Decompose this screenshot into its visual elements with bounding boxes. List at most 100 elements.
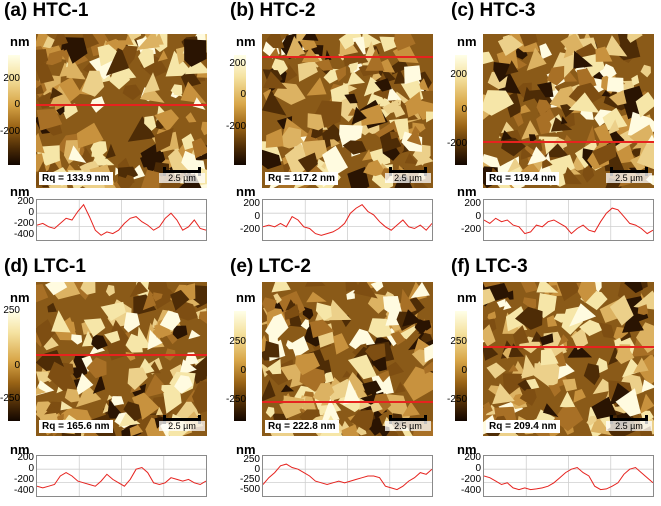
panel-ltc-2: (e) LTC-2 nm 250 0 -250 Rq = 222.8 nm 2.…: [226, 256, 440, 506]
profile-line: [262, 56, 433, 58]
grain: [404, 153, 418, 165]
grain: [147, 329, 163, 350]
grain: [271, 282, 291, 293]
unit-label: nm: [236, 34, 256, 49]
scale-label: 2.5 µm: [159, 173, 205, 183]
grain: [329, 139, 340, 148]
grain: [493, 62, 514, 83]
grain: [343, 379, 360, 405]
grain: [140, 152, 158, 168]
grain: [192, 380, 207, 414]
grain: [402, 309, 422, 327]
grain: [76, 122, 104, 149]
grain: [129, 282, 149, 298]
grain: [184, 57, 207, 75]
grain: [353, 282, 378, 299]
color-scale-bar: [455, 311, 467, 421]
grain: [483, 346, 499, 361]
scale-label: 2.5 µm: [385, 173, 431, 183]
grain: [390, 331, 406, 346]
panel-ltc-3: (f) LTC-3 nm 250 0 -250 Rq = 209.4 nm 2.…: [447, 256, 661, 506]
grain: [624, 282, 643, 294]
rq-label: Rq = 165.6 nm: [39, 420, 113, 433]
grain: [586, 415, 597, 426]
profile-label: 200: [243, 198, 260, 209]
height-profile: [36, 199, 207, 241]
profile-label: -200: [13, 218, 34, 229]
grain: [507, 378, 518, 387]
grain: [539, 333, 554, 346]
scale-bar: 2.5 µm: [385, 167, 431, 184]
grain: [36, 49, 49, 68]
grain: [105, 284, 115, 297]
grain: [322, 145, 348, 179]
grain: [335, 66, 346, 82]
grain: [286, 44, 305, 59]
profile-line: [262, 401, 433, 403]
grain: [413, 338, 432, 353]
grain: [154, 127, 174, 153]
grain: [264, 340, 280, 358]
grain: [537, 81, 554, 98]
grain: [265, 34, 285, 49]
profile-plot: [484, 456, 653, 496]
grain: [426, 111, 433, 123]
grain: [123, 401, 142, 422]
grain: [143, 72, 160, 94]
grain: [415, 151, 433, 167]
grain: [543, 143, 571, 158]
grain: [46, 122, 63, 136]
profile-line: [36, 354, 207, 356]
grain: [56, 106, 65, 116]
grain: [284, 63, 298, 84]
grain: [295, 352, 320, 376]
grain: [421, 320, 432, 331]
grain: [325, 49, 332, 60]
grain: [483, 51, 494, 65]
grain: [71, 334, 83, 345]
grain: [184, 39, 207, 67]
cbar-label: -200: [447, 138, 468, 149]
grain: [592, 141, 617, 166]
grain: [557, 334, 569, 348]
cbar-label: 250: [3, 305, 20, 316]
grain: [36, 108, 63, 131]
grain: [333, 333, 349, 355]
grain: [526, 47, 547, 71]
grain: [138, 47, 155, 69]
grain: [195, 355, 207, 379]
grain: [559, 391, 577, 409]
grain: [113, 40, 127, 51]
grain: [568, 92, 600, 113]
grain: [86, 357, 107, 379]
grain: [265, 128, 284, 148]
grain: [314, 59, 333, 71]
grain: [563, 44, 574, 59]
grain: [262, 149, 282, 170]
grain: [496, 298, 507, 308]
grain: [633, 290, 654, 310]
grain: [528, 134, 537, 143]
grain: [152, 283, 177, 310]
grain: [424, 343, 433, 363]
grain: [420, 332, 433, 343]
grain: [192, 97, 206, 110]
afm-image: Rq = 133.9 nm 2.5 µm: [36, 34, 207, 188]
grain: [404, 65, 422, 85]
grain: [155, 406, 163, 416]
grain: [342, 140, 367, 155]
grain: [49, 87, 63, 100]
grain: [539, 43, 552, 60]
grain: [140, 169, 160, 188]
grain: [497, 35, 524, 56]
grain: [301, 47, 321, 63]
grain: [105, 44, 130, 76]
grain: [362, 380, 382, 396]
profile-plot: [37, 200, 206, 240]
grain: [300, 319, 310, 330]
grain: [571, 327, 589, 350]
grain: [315, 302, 332, 321]
color-scale-bar: [234, 55, 246, 165]
grain: [606, 77, 624, 93]
grain: [297, 152, 318, 174]
